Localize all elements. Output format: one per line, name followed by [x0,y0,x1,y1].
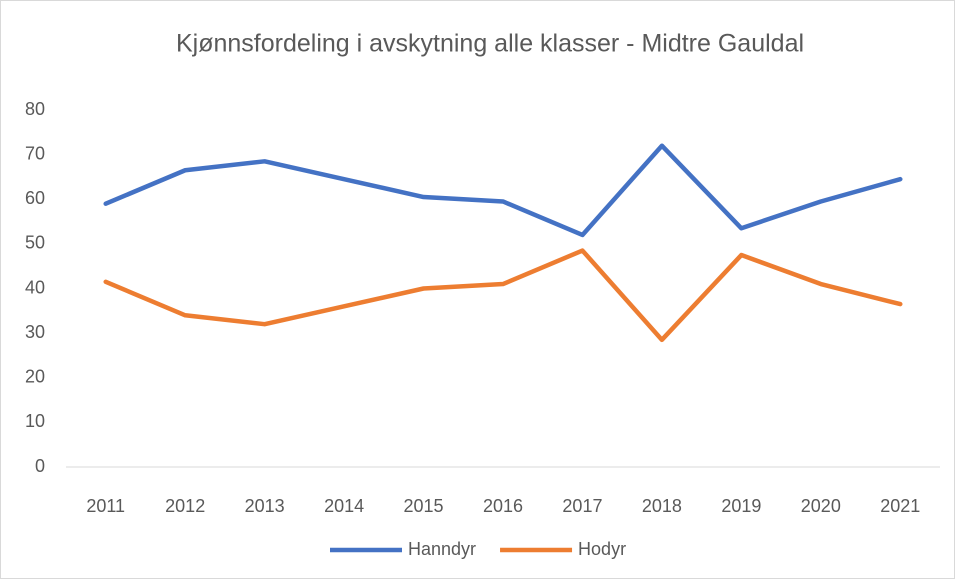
y-tick-label: 70 [25,143,45,163]
legend-label: Hodyr [578,539,626,559]
y-tick-label: 10 [25,411,45,431]
series-line [103,143,903,238]
y-tick-label: 40 [25,277,45,297]
x-tick-label: 2016 [483,496,523,516]
legend-label: Hanndyr [408,539,476,559]
y-tick-label: 20 [25,367,45,387]
y-tick-label: 80 [25,99,45,119]
x-tick-label: 2018 [642,496,682,516]
x-tick-label: 2021 [880,496,920,516]
series-line [103,248,903,343]
x-tick-label: 2012 [165,496,205,516]
x-tick-label: 2011 [86,496,125,516]
x-tick-label: 2014 [324,496,364,516]
chart-title: Kjønnsfordeling i avskytning alle klasse… [176,30,804,58]
x-tick-label: 2015 [404,496,444,516]
x-tick-label: 2020 [801,496,841,516]
y-tick-label: 50 [25,233,45,253]
y-tick-label: 60 [25,188,45,208]
x-tick-label: 2017 [562,496,602,516]
x-tick-label: 2013 [245,496,285,516]
y-tick-label: 30 [25,322,45,342]
y-tick-label: 0 [35,456,45,476]
x-tick-label: 2019 [721,496,761,516]
